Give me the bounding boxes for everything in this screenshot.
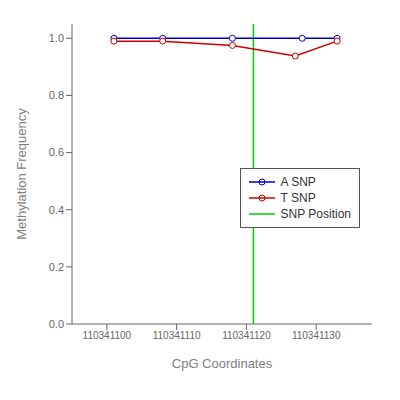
- svg-text:0.8: 0.8: [49, 89, 64, 101]
- svg-text:0.6: 0.6: [49, 146, 64, 158]
- html-text:T SNP: T SNP: [280, 191, 316, 205]
- svg-text:110341120: 110341120: [222, 330, 271, 341]
- svg-text:110341110: 110341110: [153, 330, 201, 341]
- svg-text:110341130: 110341130: [292, 330, 341, 341]
- svg-text:CpG Coordinates: CpG Coordinates: [172, 356, 273, 371]
- svg-text:0.0: 0.0: [49, 318, 64, 330]
- svg-text:110341100: 110341100: [83, 330, 132, 341]
- svg-text:0.4: 0.4: [49, 204, 64, 216]
- svg-text:1.0: 1.0: [49, 32, 64, 44]
- svg-text:0.2: 0.2: [49, 261, 64, 273]
- svg-text:Methylation Frequency: Methylation Frequency: [14, 108, 29, 240]
- html-text:SNP Position: SNP Position: [280, 207, 351, 221]
- html-text:A SNP: A SNP: [280, 175, 316, 189]
